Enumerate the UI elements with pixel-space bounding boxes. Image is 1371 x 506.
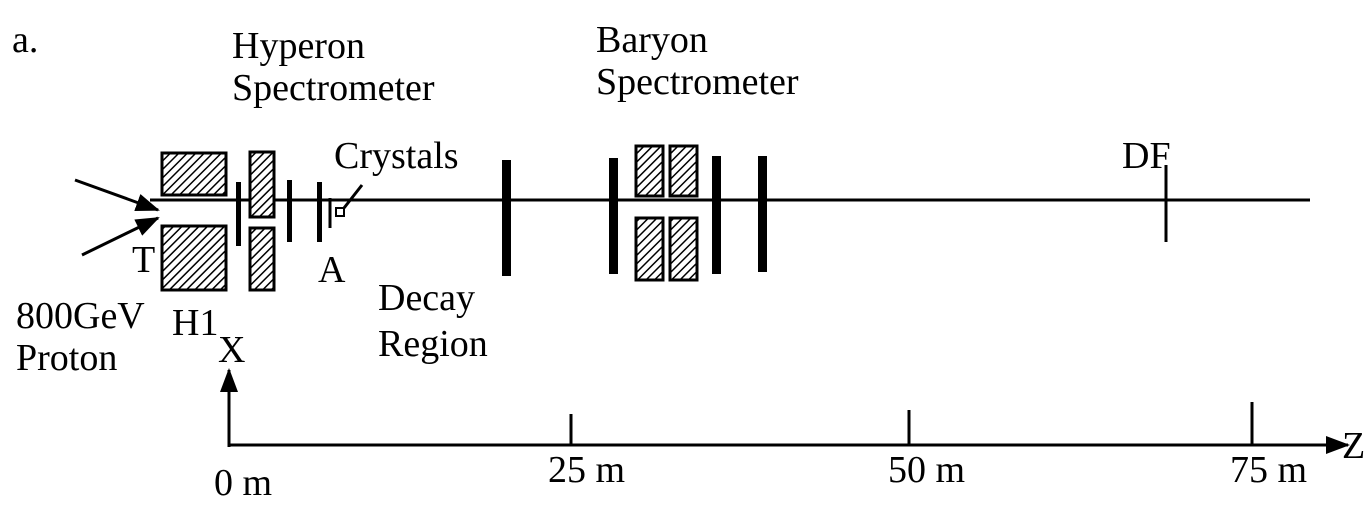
magnet (160, 151, 228, 197)
scale-label: 0 m (214, 462, 272, 504)
label: Crystals (334, 135, 459, 177)
label: Proton (16, 337, 117, 379)
label: Spectrometer (596, 61, 799, 103)
label: Baryon (596, 19, 708, 61)
labels: a. Hyperon Spectrometer Baryon Spectrome… (12, 19, 1365, 504)
chamber (609, 158, 618, 274)
label: A (318, 249, 346, 291)
axis-label: X (218, 329, 245, 371)
magnet (634, 144, 665, 198)
label: H1 (172, 302, 218, 344)
axes (220, 368, 1350, 454)
crystal-box (335, 207, 345, 217)
chamber (502, 160, 511, 276)
label: DF (1122, 135, 1171, 177)
label: T (132, 239, 155, 281)
magnet (634, 216, 665, 282)
label: Decay (378, 277, 475, 319)
scale-label: 25 m (548, 449, 625, 491)
beam-arrow (81, 216, 160, 257)
magnet (248, 226, 276, 292)
label: Spectrometer (232, 67, 435, 109)
panel-label: a. (12, 19, 38, 61)
magnet (668, 216, 699, 282)
chamber (712, 156, 721, 274)
chamber (758, 156, 767, 272)
label: 800GeV (16, 295, 145, 337)
crystal-pointer (342, 184, 364, 209)
magnet (160, 224, 228, 292)
label: Region (378, 323, 488, 365)
chamber (236, 182, 241, 246)
apparatus (74, 144, 1310, 292)
label: Hyperon (232, 25, 365, 67)
axis-label: Z (1342, 425, 1365, 467)
magnet (248, 150, 276, 219)
chamber (287, 180, 292, 242)
scale-label: 50 m (888, 449, 965, 491)
magnet (668, 144, 699, 198)
beam-arrow (74, 178, 160, 212)
scale-label: 75 m (1230, 449, 1307, 491)
chamber (317, 182, 322, 242)
